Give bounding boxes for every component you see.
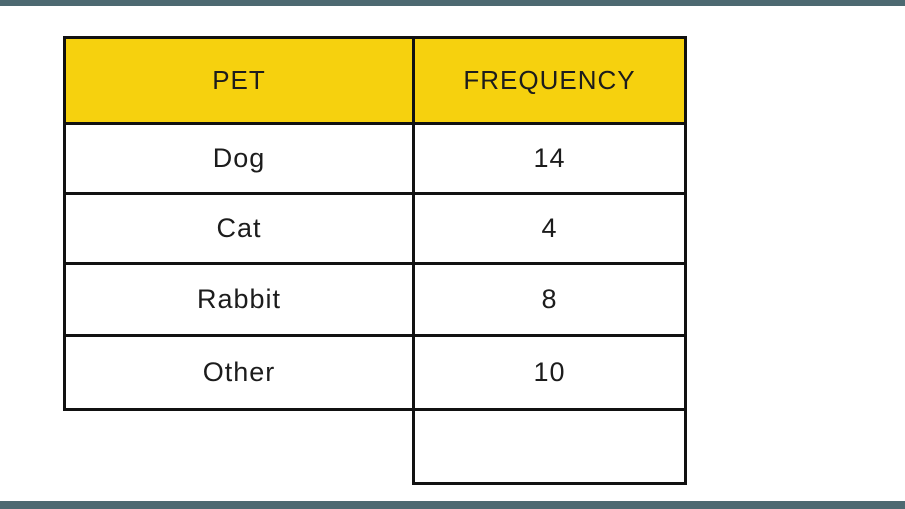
frequency-table: PET FREQUENCY Dog 14 Cat 4 Rabbit 8 Othe… — [63, 36, 687, 485]
pet-cell: Cat — [63, 192, 415, 265]
pet-cell: Rabbit — [63, 262, 415, 337]
table-row: Dog 14 — [63, 122, 687, 195]
table-row: Other 10 — [63, 334, 687, 411]
header-cell-frequency: FREQUENCY — [412, 36, 687, 125]
empty-spacer-cell — [63, 408, 415, 485]
frequency-cell: 4 — [412, 192, 687, 265]
frequency-cell: 8 — [412, 262, 687, 337]
table-row: Rabbit 8 — [63, 262, 687, 337]
pet-cell: Dog — [63, 122, 415, 195]
table-row: Cat 4 — [63, 192, 687, 265]
bottom-accent-bar — [0, 501, 905, 509]
frequency-cell: 10 — [412, 334, 687, 411]
table-header-row: PET FREQUENCY — [63, 36, 687, 125]
pet-cell: Other — [63, 334, 415, 411]
header-cell-pet: PET — [63, 36, 415, 125]
empty-frequency-cell — [412, 408, 687, 485]
frequency-cell: 14 — [412, 122, 687, 195]
top-accent-bar — [0, 0, 905, 6]
table-row-empty — [63, 408, 687, 485]
